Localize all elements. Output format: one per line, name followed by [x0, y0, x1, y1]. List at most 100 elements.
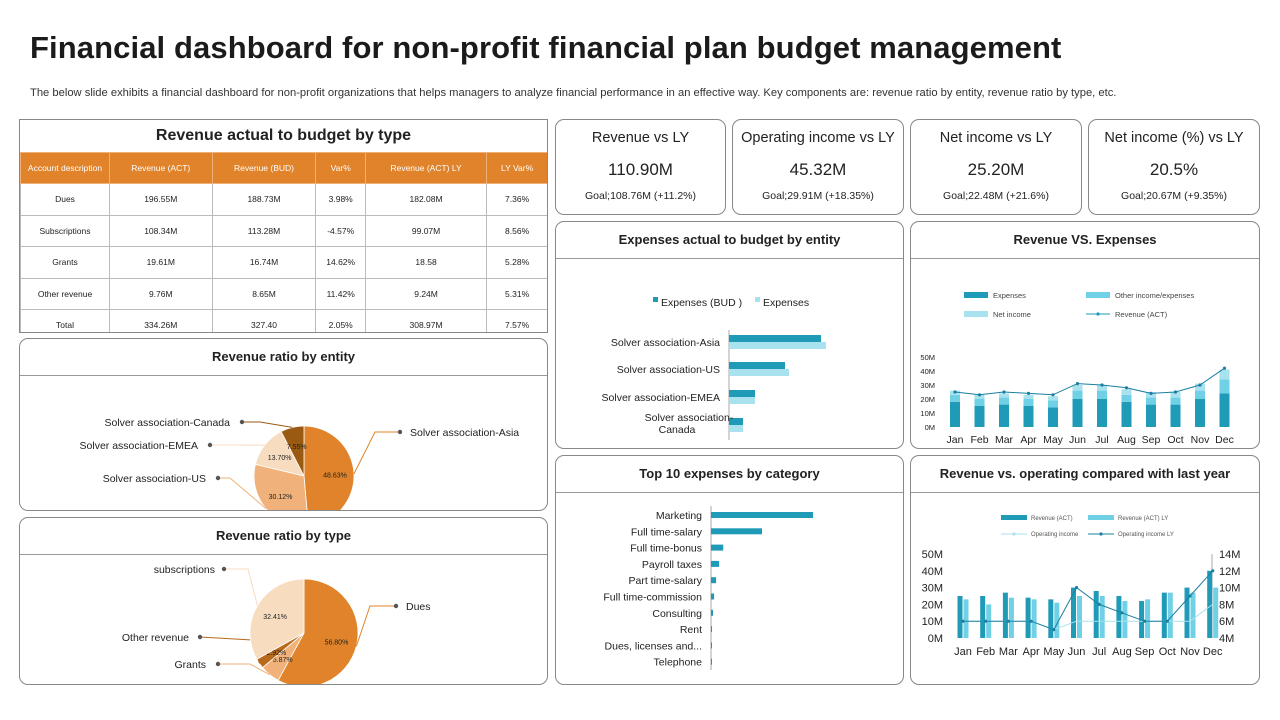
legend-swatch	[1099, 532, 1103, 536]
table-cell: Other revenue	[20, 277, 110, 310]
table-cell: Dues	[20, 183, 110, 216]
legend-swatch	[1086, 292, 1110, 298]
legend-swatch	[964, 292, 988, 298]
revenue-point	[1149, 391, 1153, 395]
table-cell: 14.62%	[315, 246, 366, 279]
revenue-point	[977, 393, 982, 397]
y-right-tick-label: 4M	[1219, 633, 1234, 645]
revenue-ly-bar	[1054, 602, 1060, 638]
pie-leader-dot	[239, 419, 245, 425]
stacked-bar	[1072, 390, 1083, 399]
table-row: Dues 196.55M 188.73M 3.98% 182.08M 7.36%	[20, 183, 547, 216]
legend-label: Expenses (BUD )	[661, 297, 742, 309]
table-row-total: Total 334.26M 327.40 2.05% 308.97M 7.57%	[20, 309, 547, 332]
pie-legend-label: Solver association-Asia	[410, 427, 519, 439]
revenue-bar	[1071, 587, 1076, 638]
revenue-line	[954, 367, 1225, 396]
entity-pie-chart: 48.63% Solver association-Asia 30.12% Solve…	[80, 417, 519, 510]
revenue-bar	[957, 596, 963, 638]
stacked-bar	[1195, 390, 1205, 399]
pie-leader-dot	[397, 429, 403, 435]
legend-label: Revenue (ACT) LY	[1118, 516, 1168, 522]
stacked-bar	[1121, 389, 1132, 395]
stacked-bar	[1170, 404, 1181, 427]
legend-swatch	[653, 297, 658, 302]
revenue-bar	[1184, 587, 1190, 638]
x-tick-label: May	[1043, 646, 1064, 658]
table-cell: 7.36%	[486, 183, 547, 216]
expense-bar	[711, 609, 714, 616]
stacked-bar	[1195, 383, 1205, 391]
revenue-bar	[1025, 597, 1031, 638]
pie-slice	[249, 578, 305, 660]
col-header: Revenue (BUD)	[211, 152, 317, 184]
pie-leader-line	[355, 605, 396, 647]
rev-vs-op-chart: Revenue (ACT) Revenue (ACT) LY Operating i…	[922, 515, 1240, 658]
category-label: Solver association-	[645, 412, 734, 424]
revenue-bar	[980, 596, 986, 638]
x-tick-label: Apr	[1020, 434, 1037, 446]
pie-leader-line	[218, 477, 267, 509]
expense-bar	[711, 560, 720, 567]
legend-label: Revenue (ACT)	[1115, 310, 1168, 319]
pie-leader-dot	[207, 442, 213, 448]
stacked-bar	[1170, 392, 1181, 398]
revenue-ly-bar	[1008, 597, 1014, 638]
pie-legend-label: Other revenue	[122, 632, 189, 644]
revenue-ly-bar	[1099, 596, 1105, 638]
revenue-point	[1198, 383, 1202, 387]
x-tick-label: Aug	[1112, 646, 1132, 658]
rev-vs-op-title: Revenue vs. operating compared with last…	[911, 456, 1259, 493]
stacked-bar	[1072, 385, 1083, 391]
table-cell: 196.55M	[109, 183, 213, 216]
pie-legend-label: Solver association-EMEA	[80, 440, 198, 452]
pie-leader-dot	[393, 603, 399, 609]
legend-swatch	[1012, 532, 1016, 536]
expense-bar	[711, 528, 762, 535]
category-label: Telephone	[654, 657, 703, 669]
expense-bar	[729, 418, 743, 425]
x-tick-label: Dec	[1203, 646, 1223, 658]
stacked-bar	[1072, 399, 1083, 427]
table-cell: 11.42%	[315, 277, 366, 310]
stacked-bar	[1023, 394, 1034, 399]
y-left-tick-label: 10M	[922, 616, 943, 628]
pie-slice-label: 30.12%	[269, 494, 293, 501]
x-tick-label: Oct	[1159, 646, 1176, 658]
pie-legend-label: Dues	[406, 601, 431, 613]
stacked-bar	[999, 393, 1009, 398]
y-tick-label: 50M	[920, 353, 935, 362]
operating-point	[1143, 619, 1147, 623]
table-row: Other revenue 9.76M 8.65M 11.42% 9.24M 5…	[20, 277, 547, 310]
pie-legend-label: Solver association-US	[103, 473, 206, 485]
expenses-entity-title: Expenses actual to budget by entity	[556, 222, 903, 259]
y-tick-label: 40M	[920, 367, 935, 376]
y-tick-label: 10M	[920, 409, 935, 418]
x-tick-label: Aug	[1117, 434, 1136, 446]
table-cell: 9.76M	[109, 277, 213, 310]
table-cell: 19.61M	[109, 246, 213, 279]
table-cell: 108.34M	[109, 214, 213, 247]
col-header: Var%	[315, 152, 366, 184]
type-pie-title: Revenue ratio by type	[20, 518, 547, 555]
stacked-bar	[1097, 399, 1107, 427]
expense-bar	[711, 626, 713, 633]
revenue-point	[1124, 386, 1129, 390]
kpi-title: Net income vs LY	[939, 130, 1053, 146]
table-cell: 2.05%	[315, 309, 366, 332]
table-cell: 7.57%	[486, 309, 547, 332]
expense-bar	[729, 335, 821, 342]
kpi-value: 45.32M	[789, 160, 847, 179]
category-label: Full time-bonus	[630, 543, 702, 555]
revenue-point	[1222, 366, 1227, 370]
legend-label: Expenses	[763, 297, 809, 309]
kpi-goal: Goal;20.67M (+9.35%)	[1121, 190, 1227, 202]
legend-label: Operating income	[1031, 532, 1079, 538]
category-label: Canada	[659, 424, 696, 436]
revenue-ly-bar	[1031, 599, 1037, 638]
table-cell: 3.98%	[315, 183, 366, 216]
category-label: Rent	[680, 624, 702, 636]
x-tick-label: Nov	[1180, 646, 1200, 658]
stacked-bar	[1219, 369, 1230, 380]
expense-bar	[729, 425, 743, 432]
